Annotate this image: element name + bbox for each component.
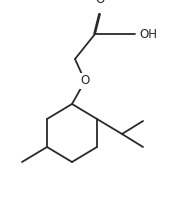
Text: O: O [95, 0, 105, 6]
Text: O: O [80, 74, 90, 88]
Text: OH: OH [139, 28, 157, 41]
